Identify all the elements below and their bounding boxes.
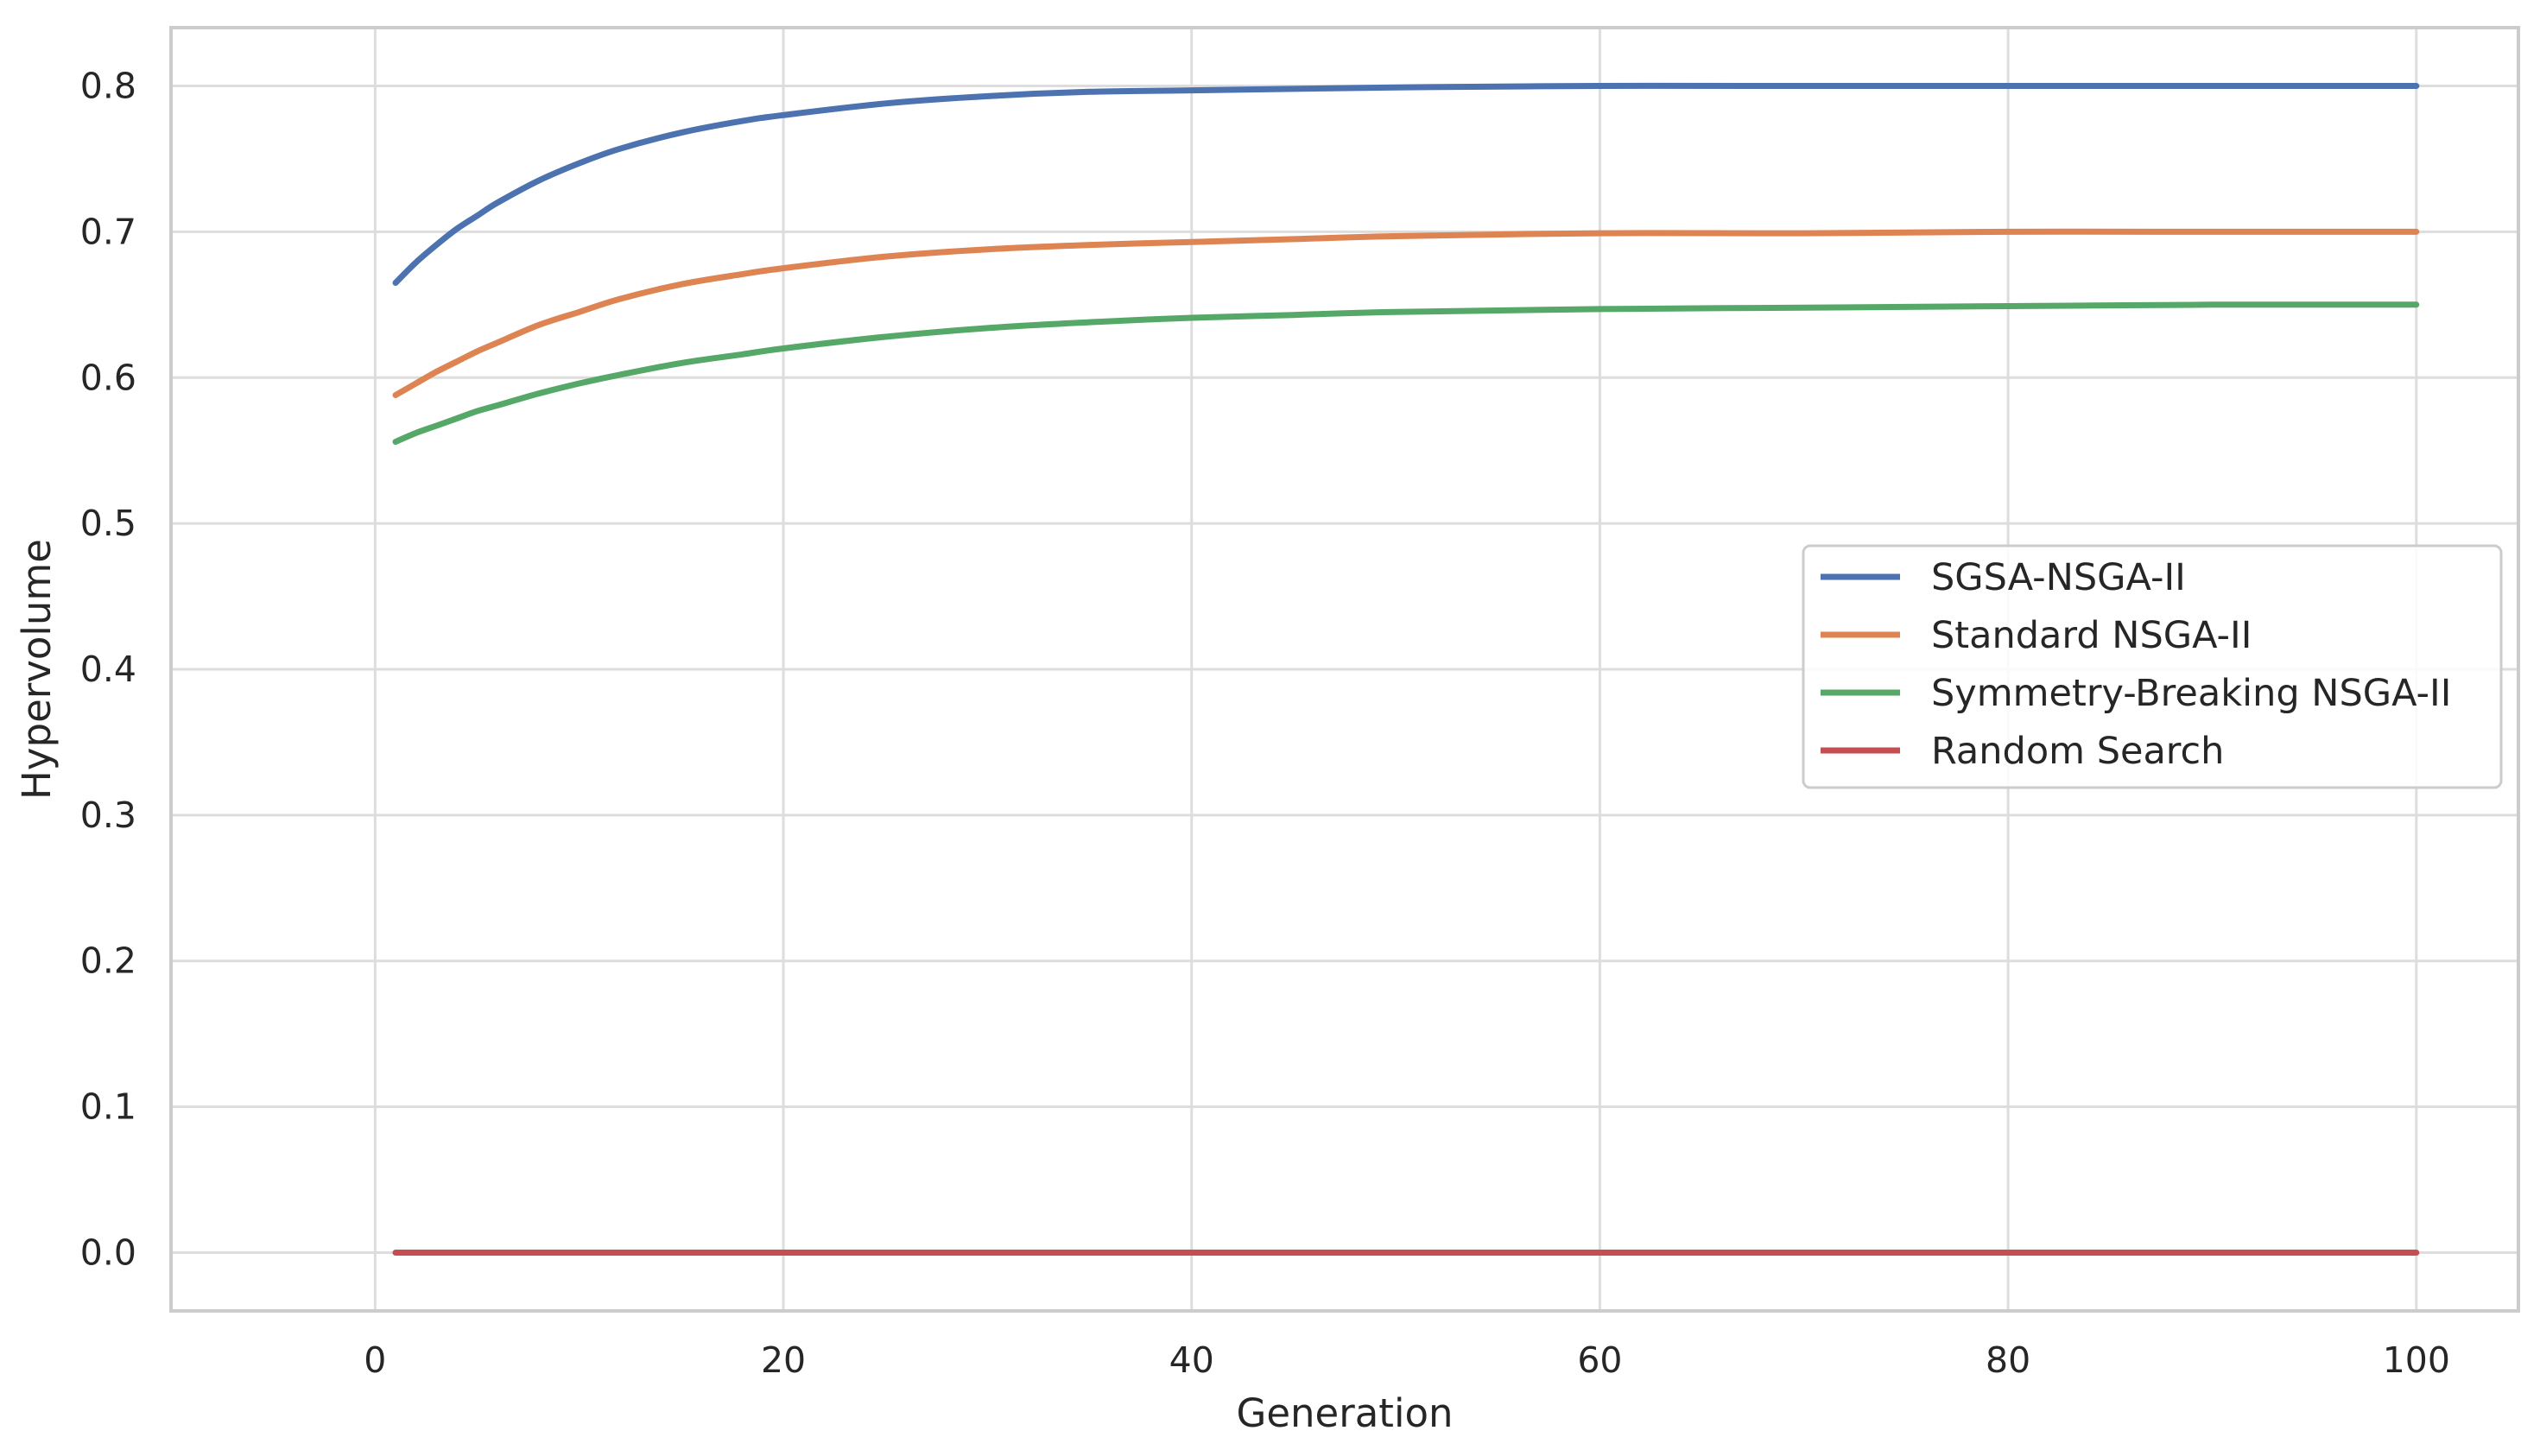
y-tick-label: 0.1 [80,1086,136,1128]
x-tick-label: 20 [761,1339,806,1381]
x-tick-label: 80 [1986,1339,2030,1381]
tick-labels: 0 20 40 60 80 100 0.0 0.1 0.2 0.3 0.4 0.5 0.6 0.7 0.8 [80,66,2450,1381]
y-tick-label: 0.0 [80,1231,136,1273]
legend-frame [1802,544,2503,789]
y-tick-label: 0.7 [80,211,136,252]
series-line-2 [392,301,2420,446]
legend-label: SGSA-NSGA-II [1931,556,2186,599]
series-layer [392,82,2420,1257]
series-line-1 [392,228,2420,398]
x-tick-label: 40 [1169,1339,1214,1381]
y-tick-label: 0.3 [80,794,136,836]
y-tick-label: 0.6 [80,357,136,398]
legend-label: Symmetry-Breaking NSGA-II [1931,672,2451,715]
y-tick-label: 0.4 [80,649,136,690]
legend: SGSA-NSGA-II Standard NSGA-II Symmetry-Bre… [1802,544,2503,789]
y-tick-label: 0.8 [80,66,136,107]
y-axis-label: Hypervolume [14,539,60,800]
legend-label: Standard NSGA-II [1931,614,2252,657]
plot-frame [169,26,2520,1313]
y-tick-label: 0.2 [80,940,136,982]
x-tick-label: 60 [1577,1339,1622,1381]
legend-label: Random Search [1931,730,2224,773]
y-tick-label: 0.5 [80,503,136,544]
x-axis-label: Generation [1236,1390,1453,1436]
x-tick-label: 0 [364,1339,386,1381]
series-line-0 [392,82,2420,286]
x-tick-label: 100 [2383,1339,2450,1381]
